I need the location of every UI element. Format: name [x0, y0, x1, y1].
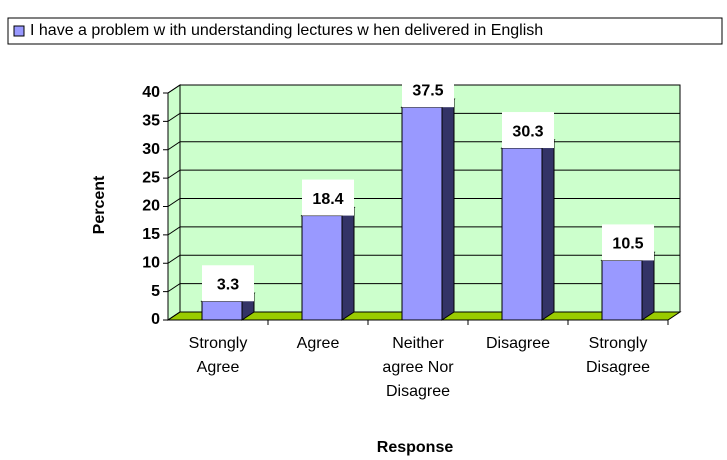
data-label: 10.5 [612, 236, 643, 253]
bar-side [341, 206, 355, 321]
x-tick-label: Agree [296, 335, 340, 352]
data-label-box [602, 224, 654, 261]
grid-line [167, 84, 680, 94]
legend-swatch [13, 25, 25, 37]
y-tick-label: 5 [151, 283, 160, 300]
legend-label: I have a problem w ith understanding lec… [30, 22, 543, 39]
bar-side [441, 98, 455, 321]
bar-front [301, 215, 343, 321]
x-tick-label: Strongly Disagree [585, 335, 651, 376]
data-label-box [502, 112, 554, 149]
data-label: 3.3 [217, 276, 239, 293]
y-tick-label: 25 [142, 169, 160, 186]
y-tick-label: 35 [142, 113, 160, 130]
data-label-box [302, 179, 354, 216]
bar-side [541, 139, 555, 321]
legend-box [7, 17, 723, 45]
bar [300, 206, 356, 321]
y-tick-label: 10 [142, 254, 160, 271]
data-label-box [202, 265, 254, 302]
bar-front [501, 147, 543, 321]
bar-front [201, 300, 243, 321]
x-tick-label: Strongly Agree [188, 335, 248, 376]
bar [500, 139, 556, 321]
x-axis-label: Response [377, 439, 454, 456]
data-label-box [402, 71, 454, 108]
data-label: 30.3 [512, 123, 543, 140]
y-tick-label: 40 [142, 84, 160, 101]
y-tick-label: 30 [142, 141, 160, 158]
bar-side [641, 251, 655, 321]
bar [600, 251, 656, 321]
data-label: 18.4 [312, 191, 343, 208]
bar-front [401, 106, 443, 321]
data-label: 37.5 [412, 82, 443, 99]
x-tick-label: Disagree [485, 335, 551, 352]
y-tick-label: 0 [151, 311, 160, 328]
y-tick-label: 20 [142, 198, 160, 215]
x-tick-label: Neither agree Nor Disagree [382, 335, 454, 400]
bar-front [601, 259, 643, 321]
bar [400, 98, 456, 321]
y-axis-label: Percent [91, 175, 108, 234]
y-tick-label: 15 [142, 226, 160, 243]
